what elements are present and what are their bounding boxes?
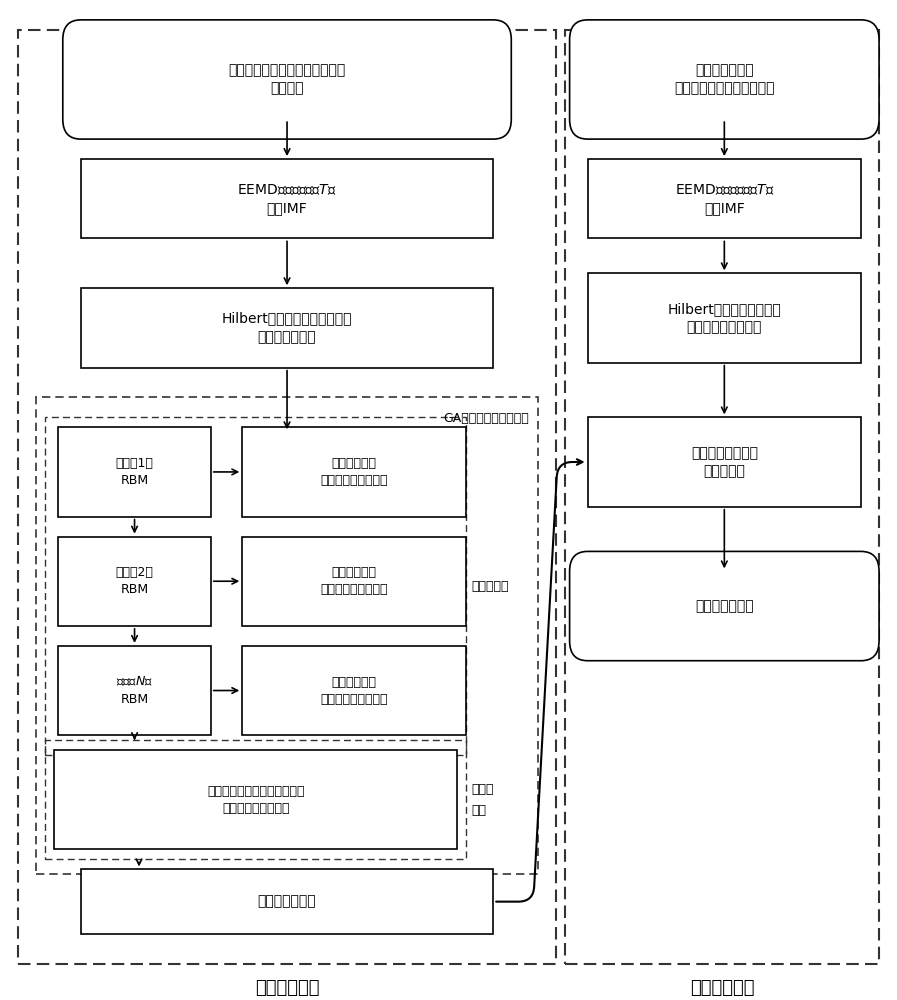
- FancyBboxPatch shape: [588, 273, 861, 363]
- Text: 模型训练阶段: 模型训练阶段: [255, 979, 319, 997]
- FancyBboxPatch shape: [242, 646, 466, 735]
- FancyBboxPatch shape: [63, 20, 511, 139]
- FancyBboxPatch shape: [588, 417, 861, 507]
- Text: EEMD分解后选取前$\mathit{T}$个
敏感IMF: EEMD分解后选取前$\mathit{T}$个 敏感IMF: [675, 182, 774, 215]
- Text: Hilbert变换，求其包络谱
并构建高维特征数据: Hilbert变换，求其包络谱 并构建高维特征数据: [667, 302, 781, 334]
- FancyBboxPatch shape: [588, 159, 861, 238]
- Bar: [565, 30, 879, 964]
- FancyBboxPatch shape: [58, 427, 211, 517]
- Bar: [36, 397, 538, 874]
- Text: 保存可视层和
隐藏层的权值和偏置: 保存可视层和 隐藏层的权值和偏置: [320, 457, 388, 487]
- Text: 无监督学习: 无监督学习: [471, 580, 509, 593]
- FancyBboxPatch shape: [242, 427, 466, 517]
- Text: 有监督
学习: 有监督 学习: [471, 783, 493, 817]
- Text: 不同负载情况下
待识别的滚动轴承振动信号: 不同负载情况下 待识别的滚动轴承振动信号: [674, 63, 775, 96]
- Text: GA优化隐藏节点的结构: GA优化隐藏节点的结构: [443, 412, 529, 425]
- Text: 某种负载情况下滚动轴承多状态
振动信号: 某种负载情况下滚动轴承多状态 振动信号: [229, 63, 345, 96]
- FancyBboxPatch shape: [81, 288, 493, 368]
- Text: 故障测试阶段: 故障测试阶段: [690, 979, 754, 997]
- Text: EEMD分解后选取前$\mathit{T}$个
敏感IMF: EEMD分解后选取前$\mathit{T}$个 敏感IMF: [237, 182, 337, 215]
- FancyBboxPatch shape: [570, 20, 879, 139]
- Text: 训练第$\mathit{N}$个
RBM: 训练第$\mathit{N}$个 RBM: [116, 675, 153, 706]
- Text: 训练第2个
RBM: 训练第2个 RBM: [116, 566, 153, 596]
- Text: 保存可视层和
隐藏层的权值和偏置: 保存可视层和 隐藏层的权值和偏置: [320, 676, 388, 706]
- Text: 多状态识别模型: 多状态识别模型: [257, 895, 317, 909]
- FancyBboxPatch shape: [81, 869, 493, 934]
- FancyBboxPatch shape: [58, 537, 211, 626]
- Text: 多状态识别结果: 多状态识别结果: [695, 599, 753, 613]
- FancyBboxPatch shape: [81, 159, 493, 238]
- Text: 运用所得模型进行
多状态识别: 运用所得模型进行 多状态识别: [691, 446, 758, 478]
- Text: 训练第1个
RBM: 训练第1个 RBM: [116, 457, 153, 487]
- FancyBboxPatch shape: [242, 537, 466, 626]
- FancyBboxPatch shape: [570, 551, 879, 661]
- Bar: [45, 417, 466, 755]
- Text: 保存可视层和
隐藏层的权值和偏置: 保存可视层和 隐藏层的权值和偏置: [320, 566, 388, 596]
- FancyBboxPatch shape: [58, 646, 211, 735]
- Bar: [45, 740, 466, 859]
- FancyBboxPatch shape: [54, 750, 457, 849]
- Text: Hilbert变换，求其包络谱并构
建高维特征数据: Hilbert变换，求其包络谱并构 建高维特征数据: [222, 312, 353, 344]
- Text: 反向误差传播，对整个网络的
权值、偏置进行微调: 反向误差传播，对整个网络的 权值、偏置进行微调: [207, 785, 304, 815]
- Bar: [18, 30, 556, 964]
